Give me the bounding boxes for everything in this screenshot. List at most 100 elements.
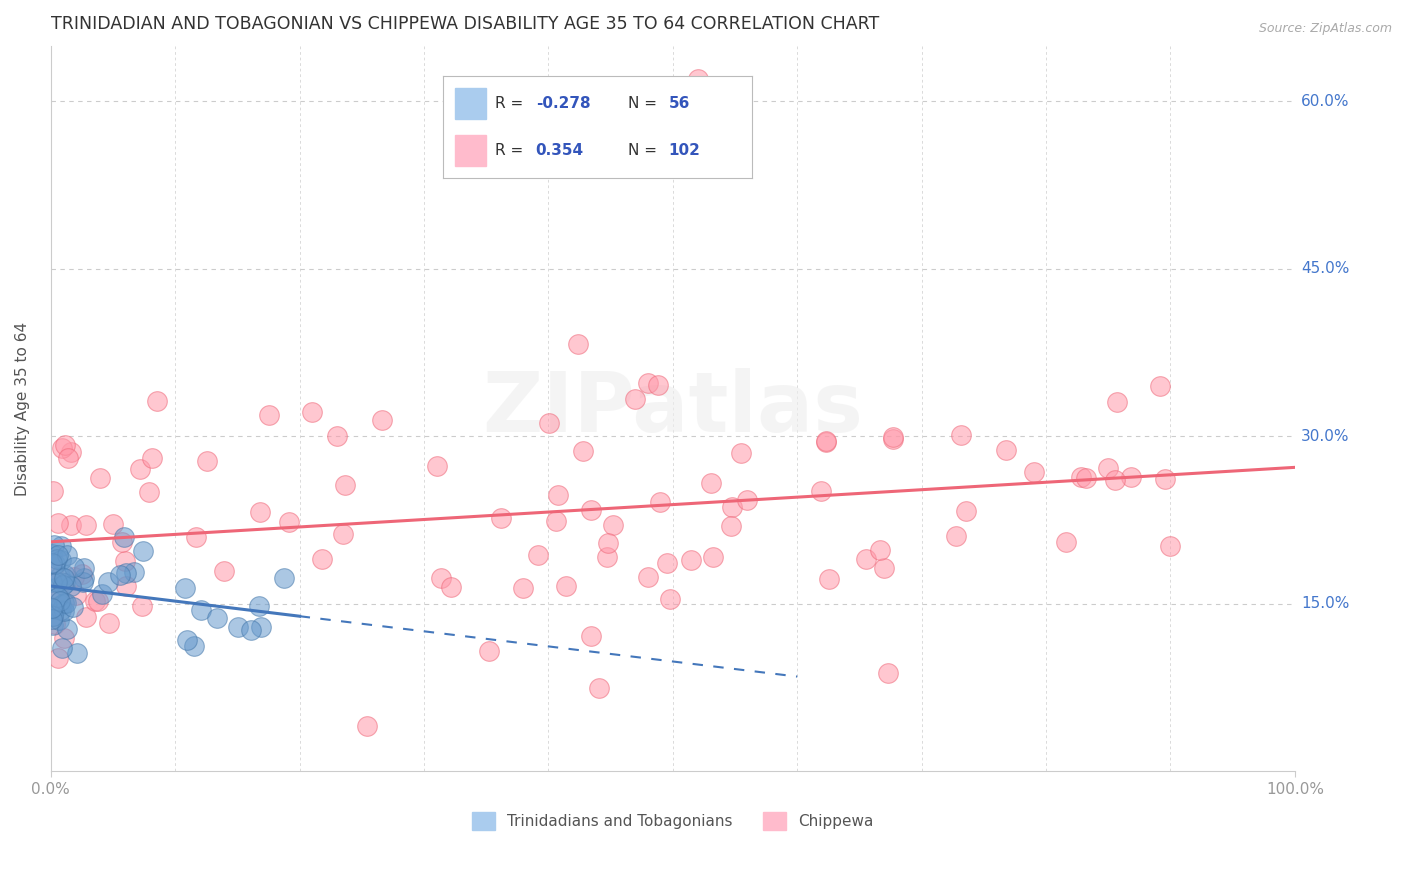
Point bbox=[489, 511, 512, 525]
Bar bbox=[456, 136, 486, 166]
Point bbox=[97, 575, 120, 590]
Text: 45.0%: 45.0% bbox=[1301, 261, 1350, 277]
Point bbox=[56, 451, 79, 466]
Point bbox=[681, 553, 703, 567]
Point bbox=[98, 615, 121, 630]
Point bbox=[814, 435, 837, 450]
Text: R =: R = bbox=[495, 144, 529, 158]
Point bbox=[882, 432, 904, 446]
Point bbox=[249, 505, 271, 519]
Point bbox=[60, 578, 83, 592]
Point bbox=[44, 616, 66, 631]
Point bbox=[882, 430, 904, 444]
Point bbox=[41, 575, 63, 590]
Point bbox=[226, 620, 249, 634]
Point bbox=[46, 548, 69, 562]
Point bbox=[52, 596, 75, 610]
Point bbox=[42, 602, 65, 616]
Point bbox=[567, 336, 589, 351]
Point bbox=[174, 581, 197, 595]
Point bbox=[56, 548, 79, 562]
Point bbox=[637, 570, 659, 584]
Point bbox=[1076, 471, 1098, 485]
Point bbox=[183, 639, 205, 653]
Point bbox=[588, 681, 610, 695]
Point bbox=[554, 579, 576, 593]
Point bbox=[46, 516, 69, 531]
Text: 15.0%: 15.0% bbox=[1301, 597, 1350, 611]
Point bbox=[955, 504, 977, 518]
Point bbox=[596, 549, 619, 564]
Point bbox=[52, 571, 75, 585]
Point bbox=[869, 543, 891, 558]
Point bbox=[623, 392, 645, 406]
Point bbox=[63, 570, 86, 584]
Point bbox=[1149, 378, 1171, 392]
Point bbox=[239, 623, 262, 637]
Point bbox=[112, 530, 135, 544]
Point bbox=[855, 551, 877, 566]
Point bbox=[51, 539, 73, 553]
Point bbox=[49, 594, 72, 608]
Text: N =: N = bbox=[628, 96, 662, 111]
Point bbox=[62, 599, 84, 614]
Point bbox=[53, 568, 76, 582]
Point bbox=[41, 600, 63, 615]
Point bbox=[52, 604, 75, 618]
Point bbox=[702, 549, 724, 564]
Point bbox=[190, 603, 212, 617]
Point bbox=[42, 564, 65, 578]
Text: 102: 102 bbox=[669, 144, 700, 158]
Point bbox=[1159, 539, 1181, 553]
Point bbox=[73, 561, 96, 575]
Point bbox=[371, 412, 394, 426]
Point bbox=[66, 646, 89, 660]
Point bbox=[426, 459, 449, 474]
Point bbox=[1104, 473, 1126, 487]
Point bbox=[53, 575, 76, 590]
Point bbox=[1154, 472, 1177, 486]
Text: R =: R = bbox=[495, 96, 529, 111]
Point bbox=[195, 453, 218, 467]
Point bbox=[273, 571, 295, 585]
Point bbox=[129, 462, 152, 476]
Point bbox=[52, 577, 75, 591]
Point bbox=[311, 551, 333, 566]
Point bbox=[131, 599, 153, 613]
Point bbox=[1022, 465, 1045, 479]
Point bbox=[59, 518, 82, 533]
Point bbox=[596, 536, 619, 550]
Point bbox=[53, 438, 76, 452]
Point bbox=[1070, 469, 1092, 483]
Point bbox=[73, 572, 96, 586]
Point bbox=[686, 72, 709, 87]
Point bbox=[72, 574, 94, 589]
Point bbox=[176, 632, 198, 647]
Point bbox=[720, 518, 742, 533]
Point bbox=[737, 493, 759, 508]
Point bbox=[101, 516, 124, 531]
Bar bbox=[456, 88, 486, 119]
Point bbox=[876, 665, 898, 680]
Point bbox=[512, 581, 534, 595]
Point bbox=[49, 553, 72, 567]
Point bbox=[250, 620, 273, 634]
Point bbox=[90, 587, 112, 601]
Point bbox=[581, 503, 603, 517]
Point bbox=[700, 475, 723, 490]
Point bbox=[41, 556, 63, 570]
Point bbox=[46, 585, 69, 599]
Point bbox=[65, 589, 87, 603]
Point bbox=[48, 613, 70, 627]
Point bbox=[547, 488, 569, 502]
Point bbox=[132, 544, 155, 558]
Point bbox=[49, 568, 72, 582]
Point bbox=[440, 580, 463, 594]
Text: -0.278: -0.278 bbox=[536, 96, 591, 111]
Point bbox=[114, 566, 136, 580]
Point bbox=[817, 573, 839, 587]
Point bbox=[45, 552, 67, 566]
Point bbox=[815, 434, 838, 448]
Point bbox=[356, 719, 378, 733]
Point bbox=[46, 591, 69, 605]
